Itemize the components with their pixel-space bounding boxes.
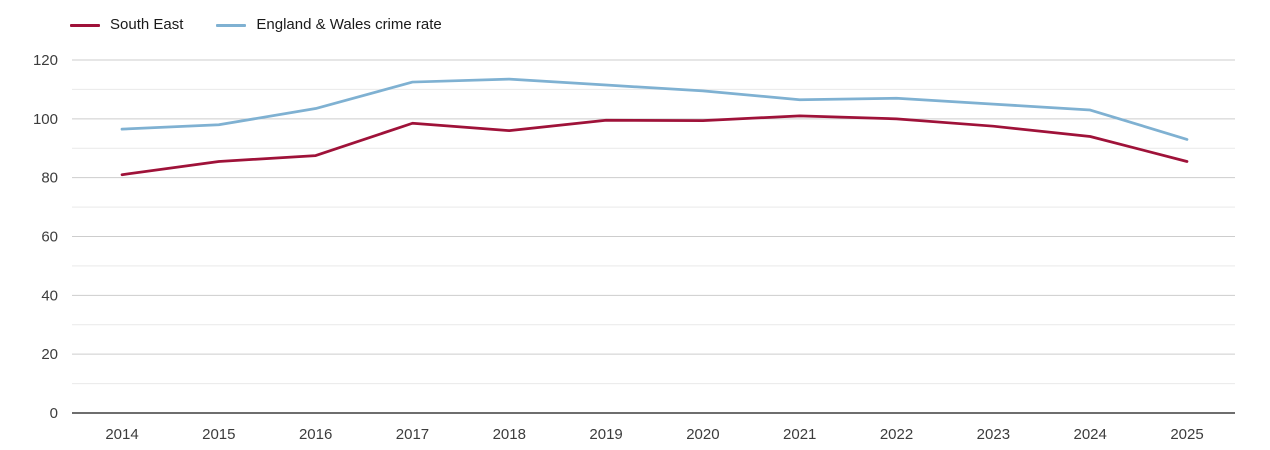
x-axis-tick-label: 2020 [686,426,719,443]
legend-item-england-wales: England & Wales crime rate [216,13,442,37]
legend-label-england-wales: England & Wales crime rate [256,16,442,33]
x-axis-tick-label: 2017 [396,426,429,443]
y-axis-tick-label: 120 [33,52,58,69]
y-axis-tick-label: 0 [50,405,58,422]
legend-item-south-east: South East [70,13,183,37]
x-axis-tick-label: 2014 [105,426,138,443]
y-axis-tick-label: 100 [33,111,58,128]
x-axis-tick-label: 2019 [589,426,622,443]
south-east-line-swatch [70,23,100,27]
south-east-line [120,114,1189,177]
x-axis-tick-label: 2023 [977,426,1010,443]
y-axis-tick-label: 20 [41,346,58,363]
legend-label-south-east: South East [110,16,184,33]
y-axis-tick-label: 60 [41,229,58,246]
chart-legend: South East England & Wales crime rate [70,13,442,37]
y-axis-tick-label: 40 [41,287,58,304]
x-axis-tick-label: 2021 [783,426,816,443]
x-axis-tick-label: 2022 [880,426,913,443]
x-axis-tick-label: 2015 [202,426,235,443]
england-wales-line-swatch [216,23,247,27]
x-axis-tick-label: 2018 [493,426,526,443]
y-axis-tick-label: 80 [41,170,58,187]
x-axis-tick-label: 2025 [1170,426,1203,443]
england-wales-crime-rate-line [120,77,1189,141]
x-axis-tick-label: 2024 [1073,426,1106,443]
x-axis-tick-label: 2016 [299,426,332,443]
